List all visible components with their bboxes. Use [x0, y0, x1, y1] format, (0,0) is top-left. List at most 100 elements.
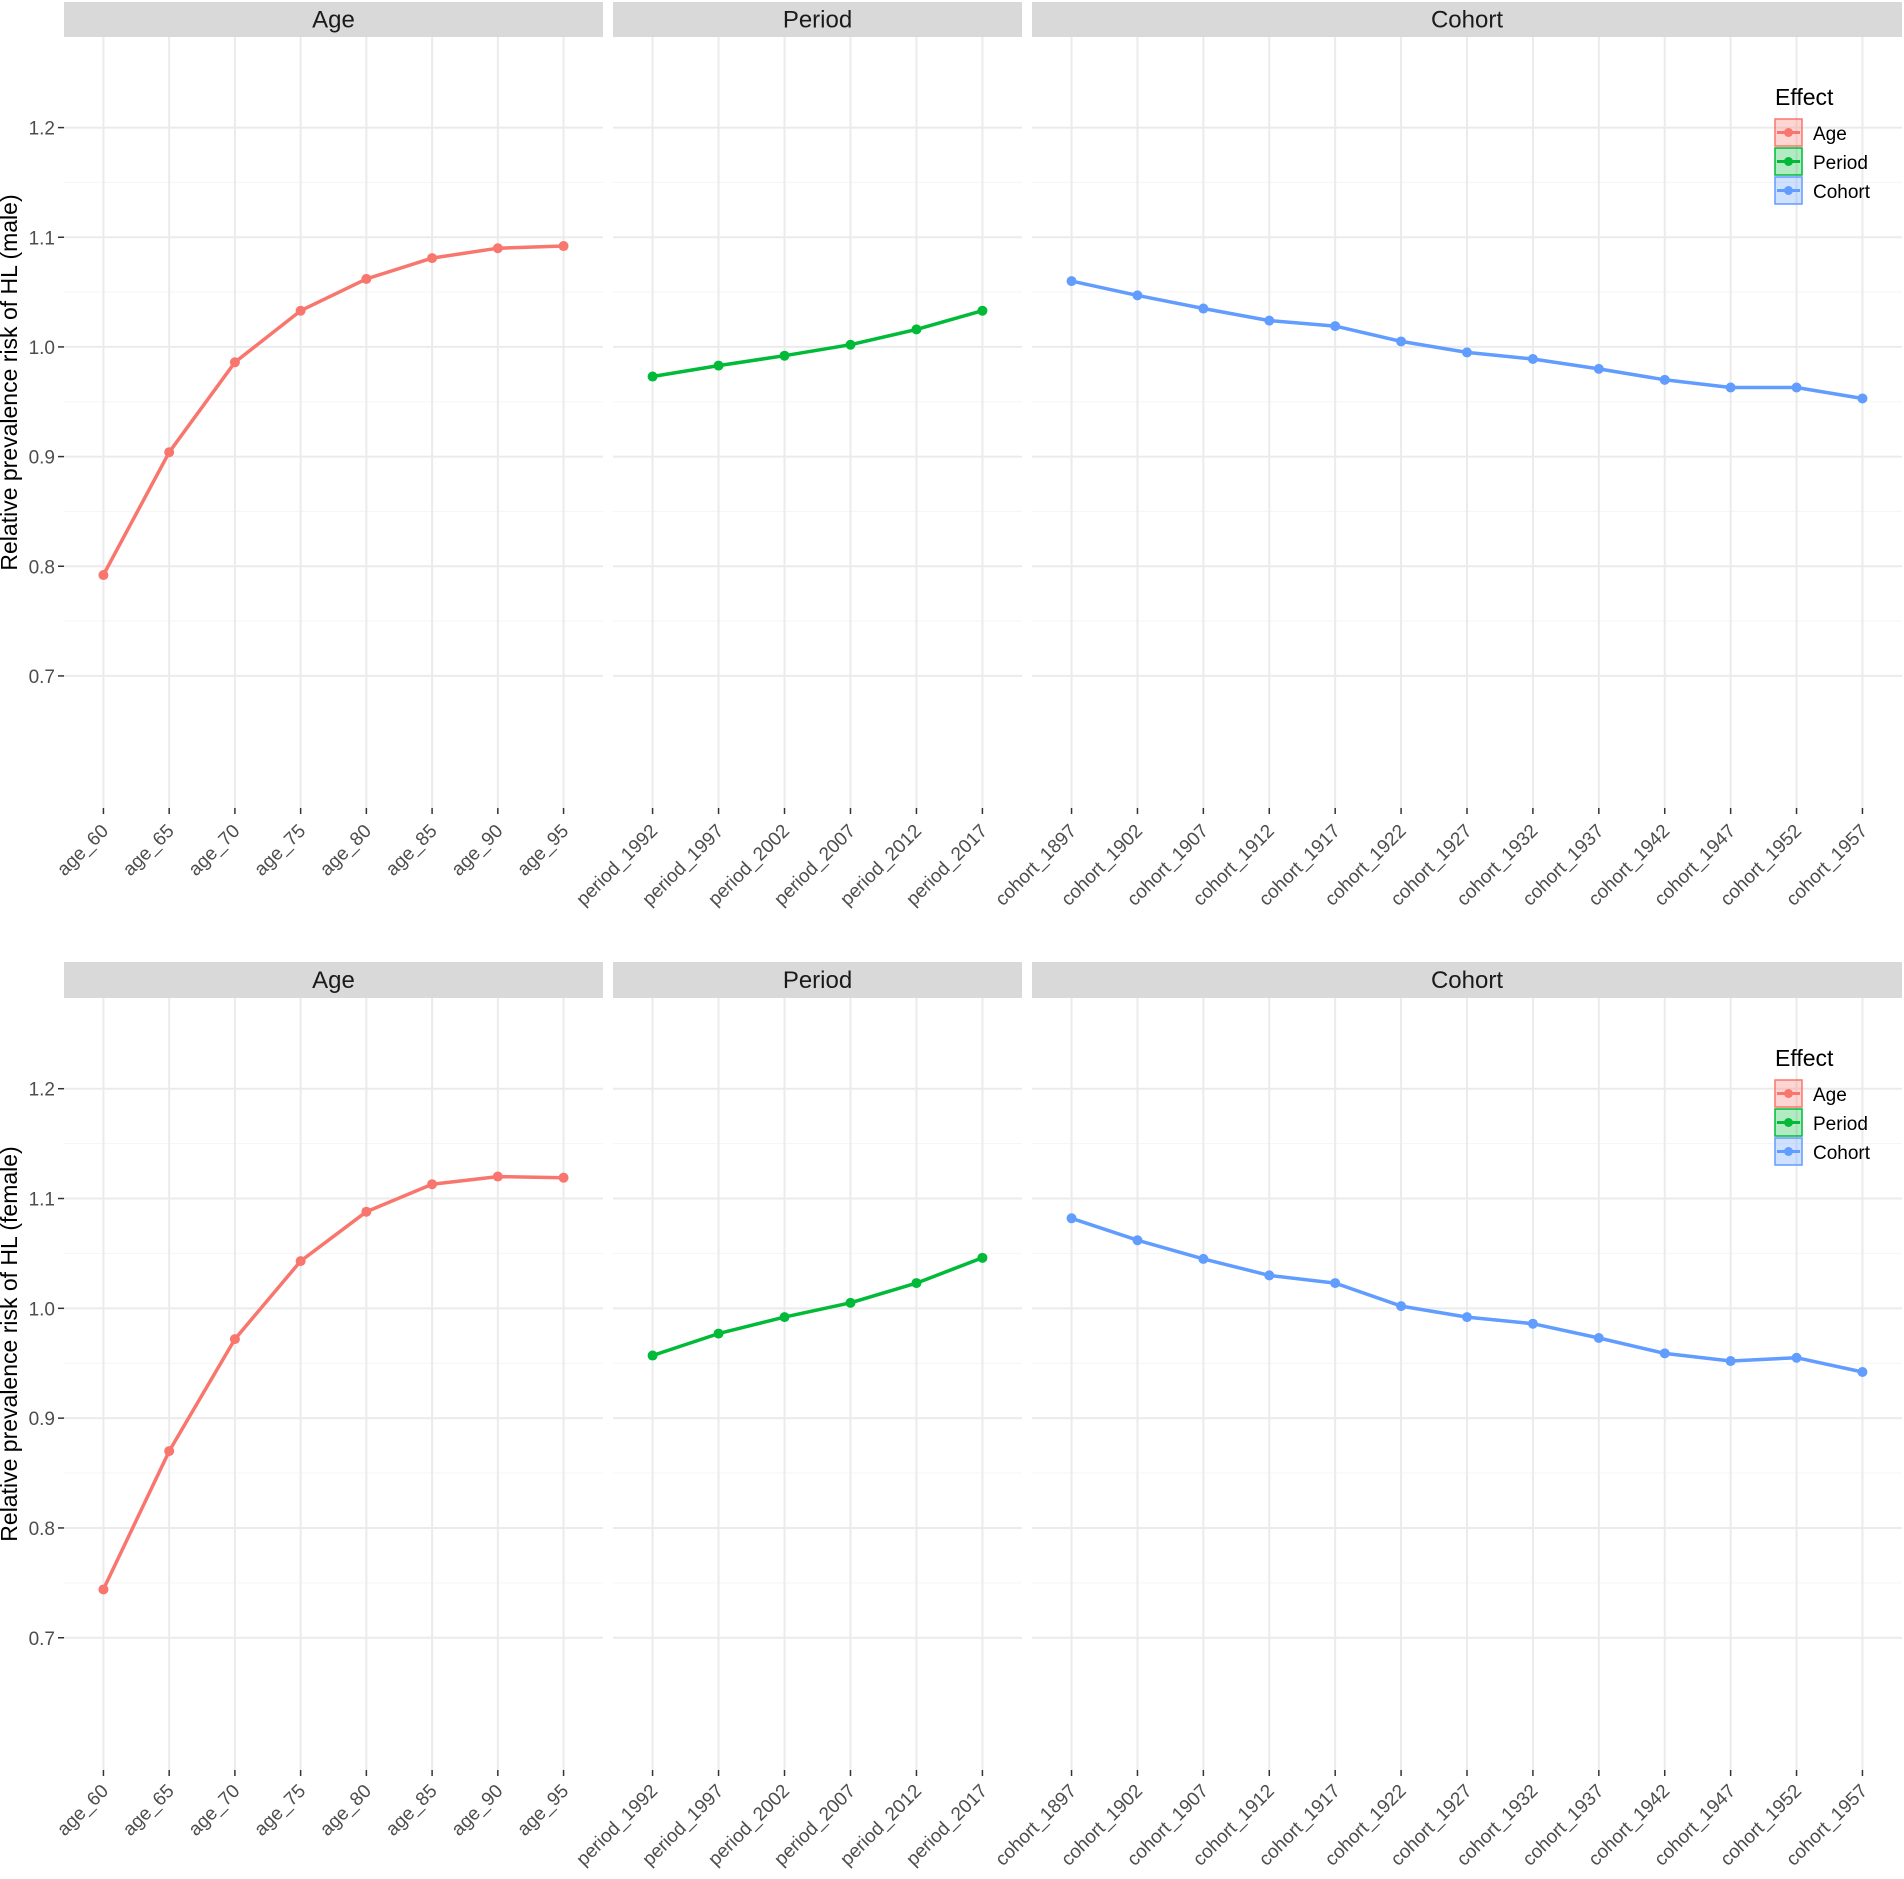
facet-strip-label: Age [312, 7, 355, 34]
facet-strip-label: Cohort [1431, 7, 1503, 34]
series-line-age [101, 244, 564, 576]
legend-label: Period [1813, 1114, 1868, 1135]
data-point [977, 1252, 988, 1263]
data-point [1527, 353, 1538, 364]
x-tick-label: age_80 [316, 1781, 376, 1841]
data-point [229, 357, 240, 368]
data-point [1659, 374, 1670, 385]
data-point [1330, 321, 1341, 332]
data-point [1396, 1301, 1407, 1312]
data-point [164, 1446, 175, 1457]
legend-key-period: Period [1774, 1108, 1868, 1137]
legend-key-cohort: Cohort [1774, 1137, 1871, 1166]
facet-period: Periodperiod_1992period_1997period_2002p… [573, 2, 1022, 910]
data-point [492, 1171, 503, 1182]
data-point [713, 360, 724, 371]
data-point [845, 339, 856, 350]
data-point [558, 1172, 569, 1183]
data-point [845, 1297, 856, 1308]
legend-point [1784, 128, 1793, 137]
x-tick-label: age_60 [53, 821, 113, 881]
facet-strip-label: Age [312, 967, 355, 994]
x-tick-label: age_70 [185, 1781, 245, 1841]
data-point [98, 570, 109, 581]
data-point [911, 324, 922, 335]
data-point [1132, 290, 1143, 301]
legend: Effect Age Period Cohort [1774, 1045, 1871, 1166]
data-point [229, 1334, 240, 1345]
data-point [1791, 382, 1802, 393]
legend-label: Age [1813, 1085, 1847, 1106]
panel-background [613, 37, 1022, 808]
x-tick-label: age_60 [53, 1781, 113, 1841]
series-line-period [652, 309, 983, 379]
facet-strip [64, 2, 603, 37]
data-point [1725, 1356, 1736, 1367]
facet-strip [64, 962, 603, 998]
data-point [558, 241, 569, 252]
x-tick-label: age_65 [119, 821, 179, 881]
data-point [295, 1256, 306, 1267]
data-point [1593, 1332, 1604, 1343]
data-point [1527, 1318, 1538, 1329]
facet-cohort: Cohortcohort_1897cohort_1902cohort_1907c… [992, 2, 1902, 910]
x-tick-label: age_65 [119, 1781, 179, 1841]
y-tick-label: 1.1 [29, 1190, 55, 1211]
data-point [1264, 1270, 1275, 1281]
facet-strip [613, 2, 1022, 37]
legend-key-age: Age [1774, 1079, 1847, 1108]
legend-point [1784, 1118, 1793, 1127]
legend-point [1784, 1147, 1793, 1156]
legend-key-period: Period [1774, 147, 1868, 176]
data-point [647, 371, 658, 382]
panel-background [64, 37, 603, 808]
panel-background [64, 998, 603, 1770]
x-tick-label: age_95 [513, 1781, 573, 1841]
y-tick-label: 0.7 [29, 667, 55, 688]
data-point [1066, 1213, 1077, 1224]
data-point [647, 1350, 658, 1361]
data-point [427, 253, 438, 264]
legend-key-cohort: Cohort [1774, 176, 1871, 205]
legend-label: Period [1813, 153, 1868, 174]
data-point [1725, 382, 1736, 393]
legend-label: Cohort [1813, 1143, 1871, 1164]
facet-strip-label: Period [783, 967, 852, 994]
data-point [1462, 1312, 1472, 1323]
data-point [1330, 1278, 1341, 1289]
legend-title: Effect [1775, 84, 1834, 110]
x-tick-label: age_70 [185, 821, 245, 881]
x-tick-label: age_90 [448, 1781, 508, 1841]
legend-point [1784, 186, 1793, 195]
x-tick-label: age_85 [382, 821, 442, 881]
data-point [779, 1312, 790, 1323]
x-tick-label: age_95 [513, 821, 573, 881]
legend-title: Effect [1775, 1045, 1834, 1071]
series-line-period [652, 1256, 984, 1358]
data-point [164, 447, 175, 458]
legend-key-age: Age [1774, 118, 1847, 147]
y-tick-label: 0.8 [29, 557, 55, 578]
data-point [1198, 1253, 1209, 1264]
facet-strip-label: Period [783, 7, 852, 34]
data-point [1659, 1348, 1670, 1359]
data-point [1066, 276, 1077, 287]
legend-label: Age [1813, 124, 1847, 145]
y-tick-label: 1.2 [29, 119, 55, 140]
series-line-age [101, 1174, 564, 1591]
facet-strip [1032, 2, 1902, 37]
data-point [361, 1206, 372, 1217]
facet-period: Periodperiod_1992period_1997period_2002p… [573, 962, 1022, 1870]
data-point [492, 243, 503, 254]
facet-cohort: Cohortcohort_1897cohort_1902cohort_1907c… [992, 962, 1902, 1870]
data-point [713, 1328, 724, 1339]
x-tick-label: age_75 [250, 821, 310, 881]
facet-strip-label: Cohort [1431, 967, 1503, 994]
facet-strip [613, 962, 1022, 998]
data-point [1593, 363, 1604, 374]
data-point [1857, 1367, 1868, 1378]
